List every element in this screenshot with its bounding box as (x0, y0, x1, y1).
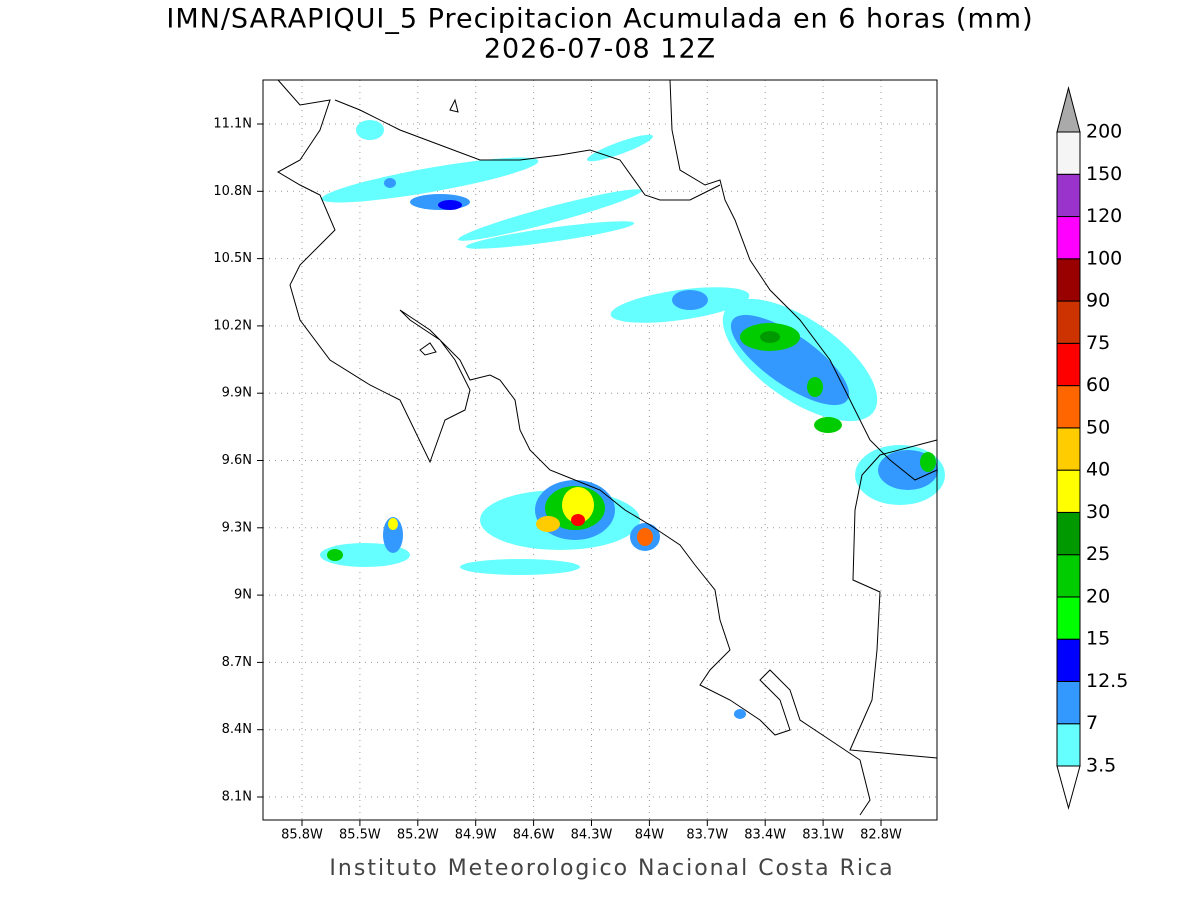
color-box (1056, 216, 1081, 260)
rain-area (465, 221, 635, 249)
colorbar-label: 50 (1086, 416, 1110, 438)
colorbar-label: 25 (1086, 543, 1110, 565)
border (334, 99, 721, 201)
colorbar-label: 60 (1086, 374, 1110, 396)
lon-label: 83.4W (744, 828, 786, 843)
lon-label: 83.1W (802, 828, 844, 843)
color-box (1056, 596, 1081, 640)
rain-area (571, 514, 585, 526)
lon-label: 85.2W (397, 828, 439, 843)
color-box (1056, 300, 1081, 344)
rain-area (384, 178, 396, 188)
rain-area (388, 518, 398, 530)
rain-area (383, 517, 403, 553)
colorbar-label: 15 (1086, 628, 1110, 650)
rain-area (458, 189, 642, 241)
subtitle: 2026-07-08 12Z (484, 34, 716, 65)
lon-label: 84.9W (455, 828, 497, 843)
colorbar-label: 75 (1086, 332, 1110, 354)
rain-area (672, 290, 708, 310)
rain-area (321, 157, 539, 203)
colorbar-label: 100 (1086, 247, 1122, 269)
rain-area (814, 417, 842, 433)
color-box (1056, 342, 1081, 387)
colorbar-label: 150 (1086, 163, 1122, 185)
lon-label: 85.5W (339, 828, 381, 843)
color-box (1056, 554, 1081, 598)
rain-area (807, 377, 823, 397)
rain-area (637, 528, 653, 546)
colorbar-label: 120 (1086, 205, 1122, 227)
lon-label: 85.8W (281, 828, 323, 843)
color-box (1056, 258, 1081, 302)
rain-area (327, 549, 343, 561)
grid: 11.1N 10.8N 10.5N 10.2N 9.9N 9.6N 9.3N 9N 8.7N 8.… (213, 80, 937, 843)
rain-area (356, 120, 384, 140)
colorbar-label: 3.5 (1086, 755, 1116, 777)
color-box (1056, 680, 1081, 725)
over-triangle (1056, 86, 1081, 133)
color-box (1056, 469, 1081, 513)
island (419, 342, 437, 356)
color-box (1056, 173, 1081, 218)
title: IMN/SARAPIQUI_5 Precipitacion Acumulada … (166, 4, 1033, 35)
lon-label: 83.7W (686, 828, 728, 843)
lon-label: 84.3W (571, 828, 613, 843)
under-triangle (1056, 765, 1081, 810)
lat-label: 10.5N (213, 251, 252, 266)
lat-label: 8.1N (222, 790, 252, 805)
island (449, 98, 459, 113)
lon-label: 84.6W (513, 828, 555, 843)
rain-area (920, 452, 936, 472)
precipitation (320, 120, 945, 719)
lon-label: 84W (635, 828, 665, 843)
pacific-coast (276, 79, 871, 816)
caribbean-coast (669, 79, 938, 481)
colorbar-label: 200 (1086, 121, 1122, 143)
lat-label: 10.2N (213, 318, 252, 333)
lat-label: 8.4N (222, 722, 252, 737)
lat-label: 9N (234, 588, 252, 603)
color-box (1056, 638, 1081, 682)
lat-label: 9.9N (222, 386, 252, 401)
coastline (276, 79, 938, 816)
colorbar-label: 7 (1086, 712, 1098, 734)
rain-area (734, 709, 746, 719)
color-box (1056, 427, 1081, 471)
color-box (1056, 723, 1081, 767)
color-box (1056, 385, 1081, 429)
rain-area (536, 516, 560, 532)
colorbar-label: 90 (1086, 290, 1110, 312)
lat-label: 9.6N (222, 453, 252, 468)
colorbar-label: 20 (1086, 585, 1110, 607)
rain-area (562, 487, 594, 523)
color-box (1056, 511, 1081, 556)
colorbar-label: 40 (1086, 459, 1110, 481)
colorbar-label: 30 (1086, 501, 1110, 523)
rain-area (438, 200, 462, 210)
colorbar: 3.5 7 12.5 15 20 25 30 40 50 60 75 90 100 120 150 200 (1056, 86, 1128, 810)
lat-label: 11.1N (213, 117, 252, 132)
colorbar-label: 12.5 (1086, 670, 1128, 692)
footer: Instituto Meteorologico Nacional Costa R… (329, 856, 894, 881)
lat-label: 10.8N (213, 184, 252, 199)
rain-area (460, 559, 580, 575)
map-frame (262, 79, 938, 821)
lat-label: 8.7N (222, 655, 252, 670)
lat-label: 9.3N (222, 520, 252, 535)
color-box (1056, 131, 1081, 175)
rain-area (760, 331, 780, 343)
lon-label: 82.8W (860, 828, 902, 843)
border (849, 439, 938, 759)
